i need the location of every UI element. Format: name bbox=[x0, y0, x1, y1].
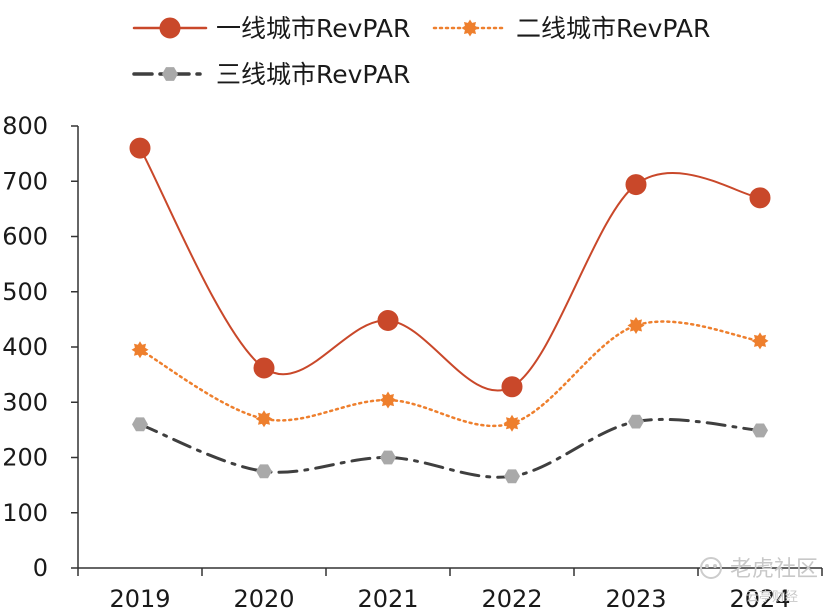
series-3-line bbox=[138, 417, 762, 479]
series-3-point bbox=[628, 414, 644, 429]
y-tick-label: 0 bbox=[33, 554, 48, 582]
series-1-point bbox=[749, 187, 771, 209]
series-2-point bbox=[255, 410, 273, 428]
series-layer bbox=[129, 137, 771, 484]
series-1 bbox=[129, 137, 771, 398]
series-1-point bbox=[625, 174, 647, 196]
legend-marker-3 bbox=[162, 67, 178, 81]
series-2-point bbox=[379, 391, 397, 409]
series-2 bbox=[131, 317, 769, 432]
watermark-subtext: 云亭财经 bbox=[746, 589, 798, 605]
y-tick-label: 800 bbox=[2, 112, 48, 140]
legend-label-1: 一线城市RevPAR bbox=[216, 14, 410, 43]
series-3 bbox=[132, 414, 768, 484]
watermark-logo-icon bbox=[700, 557, 722, 579]
series-3-point bbox=[752, 423, 768, 438]
series-1-point bbox=[253, 357, 275, 379]
x-tick-label: 2020 bbox=[233, 585, 294, 613]
y-tick-label: 300 bbox=[2, 388, 48, 416]
legend-item-1: 一线城市RevPAR bbox=[132, 14, 410, 43]
series-1-line bbox=[139, 147, 761, 392]
series-1-point bbox=[377, 309, 399, 331]
axes: 0 100 200 300 400 500 600 700 800 2019 2020 2021 202… bbox=[2, 112, 823, 613]
legend-marker-2 bbox=[461, 19, 479, 37]
legend-label-3: 三线城市RevPAR bbox=[216, 60, 410, 89]
series-2-point bbox=[503, 414, 521, 432]
x-tick-label: 2022 bbox=[481, 585, 542, 613]
y-tick-label: 200 bbox=[2, 444, 48, 472]
y-tick-label: 400 bbox=[2, 333, 48, 361]
series-3-point bbox=[132, 417, 148, 432]
series-3-point bbox=[380, 450, 396, 465]
x-tick-label: 2024 bbox=[729, 585, 790, 613]
legend-item-2: 二线城市RevPAR bbox=[432, 14, 710, 43]
y-tick-label: 700 bbox=[2, 167, 48, 195]
x-tick-label: 2019 bbox=[109, 585, 170, 613]
series-3-point bbox=[256, 464, 272, 479]
series-2-point bbox=[627, 317, 645, 334]
legend: 一线城市RevPAR 二线城市RevPAR 三线城市RevPAR bbox=[132, 14, 710, 89]
series-1-point bbox=[129, 137, 151, 159]
y-tick-label: 600 bbox=[2, 223, 48, 251]
series-1-point bbox=[501, 376, 523, 398]
legend-marker-1 bbox=[159, 17, 181, 39]
watermark-text: 老虎社区 bbox=[730, 557, 818, 582]
series-2-line bbox=[138, 320, 762, 428]
watermark: 老虎社区 云亭财经 bbox=[700, 557, 818, 605]
x-tick-label: 2021 bbox=[357, 585, 418, 613]
x-tick-label: 2023 bbox=[605, 585, 666, 613]
y-tick-label: 500 bbox=[2, 278, 48, 306]
series-2-point bbox=[131, 341, 149, 359]
legend-label-2: 二线城市RevPAR bbox=[516, 14, 710, 43]
y-tick-label: 100 bbox=[2, 499, 48, 527]
legend-item-3: 三线城市RevPAR bbox=[132, 60, 410, 89]
series-3-point bbox=[504, 469, 520, 484]
series-2-point bbox=[751, 332, 769, 350]
